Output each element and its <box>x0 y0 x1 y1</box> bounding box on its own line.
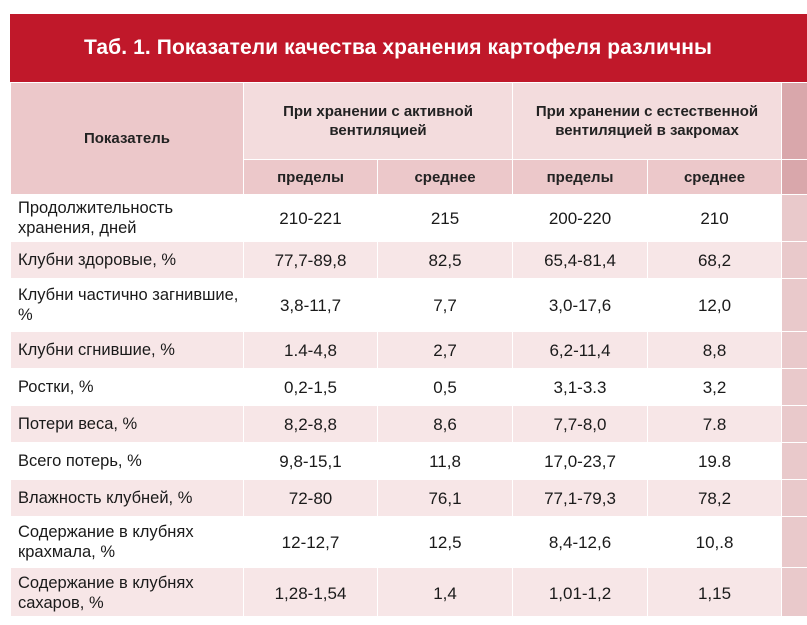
cut-cell <box>781 241 807 279</box>
natural-average-cell: 7.8 <box>647 405 783 443</box>
active-limits-cell: 1.4-4,8 <box>243 331 378 369</box>
natural-limits-cell: 6,2-11,4 <box>512 331 649 369</box>
header-cut-cell <box>781 82 807 160</box>
active-average-cell: 12,5 <box>376 516 514 568</box>
cut-cell <box>781 516 807 568</box>
table-row: Потери веса, % 8,2-8,8 8,6 7,7-8,0 7.8 <box>10 405 807 443</box>
table-row: Ростки, % 0,2-1,5 0,5 3,1-3.3 3,2 <box>10 368 807 406</box>
row-label: Всего потерь, % <box>10 442 244 480</box>
header-row-sub: пределы среднее пределы среднее <box>11 159 807 195</box>
row-label: Клубни сгнившие, % <box>10 331 244 369</box>
active-average-cell: 8,6 <box>376 405 514 443</box>
natural-limits-cell: 3,0-17,6 <box>512 278 649 332</box>
header-group-active: При хранении с активной вентиляцией <box>242 82 514 160</box>
natural-average-cell: 68,2 <box>647 241 783 279</box>
active-average-cell: 2,7 <box>376 331 514 369</box>
table-row: Клубни частично загнившие, % 3,8-11,7 7,7 3… <box>10 278 807 332</box>
active-limits-cell: 0,2-1,5 <box>243 368 378 406</box>
table-row: Клубни сгнившие, % 1.4-4,8 2,7 6,2-11,4 8,8 <box>10 331 807 369</box>
row-label: Влажность клубней, % <box>10 479 244 517</box>
natural-limits-cell: 65,4-81,4 <box>512 241 649 279</box>
header-indicator: Показатель <box>10 82 244 195</box>
natural-average-cell: 3,2 <box>647 368 783 406</box>
header-natural-average: среднее <box>647 159 783 195</box>
table-row: Клубни здоровые, % 77,7-89,8 82,5 65,4-81,4… <box>10 241 807 279</box>
row-label: Содержание в клубнях крахмала, % <box>10 516 244 568</box>
active-average-cell: 1,4 <box>376 567 514 616</box>
natural-average-cell: 1,15 <box>647 567 783 616</box>
natural-limits-cell: 1,01-1,2 <box>512 567 649 616</box>
active-limits-cell: 1,28-1,54 <box>243 567 378 616</box>
table-row: Влажность клубней, % 72-80 76,1 77,1-79,3 78… <box>10 479 807 517</box>
cut-cell <box>781 567 807 616</box>
quality-table-wrapper: Показатель При хранении с активной венти… <box>10 82 807 616</box>
table-row: Содержание в клубнях крахмала, % 12-12,7 1… <box>10 516 807 568</box>
header-cut-cell <box>781 159 807 195</box>
active-limits-cell: 8,2-8,8 <box>243 405 378 443</box>
cut-cell <box>781 331 807 369</box>
header-natural-limits: пределы <box>512 159 649 195</box>
quality-table: Показатель При хранении с активной венти… <box>10 82 807 616</box>
row-label: Продолжительность хранения, дней <box>10 194 244 242</box>
active-average-cell: 7,7 <box>376 278 514 332</box>
natural-limits-cell: 7,7-8,0 <box>512 405 649 443</box>
natural-limits-cell: 8,4-12,6 <box>512 516 649 568</box>
table-row: Всего потерь, % 9,8-15,1 11,8 17,0-23,7 19.8 <box>10 442 807 480</box>
header-active-limits: пределы <box>243 159 378 195</box>
table-row: Содержание в клубнях сахаров, % 1,28-1,54… <box>10 567 807 616</box>
active-limits-cell: 12-12,7 <box>243 516 378 568</box>
row-label: Ростки, % <box>10 368 244 406</box>
natural-average-cell: 8,8 <box>647 331 783 369</box>
header-active-average: среднее <box>376 159 514 195</box>
natural-limits-cell: 200-220 <box>512 194 649 242</box>
header-group-natural: При хранении с естественной вентиляцией … <box>512 82 783 160</box>
active-average-cell: 76,1 <box>376 479 514 517</box>
natural-average-cell: 210 <box>647 194 783 242</box>
cut-cell <box>781 368 807 406</box>
cut-cell <box>781 405 807 443</box>
cut-cell <box>781 194 807 242</box>
active-limits-cell: 72-80 <box>243 479 378 517</box>
active-average-cell: 82,5 <box>376 241 514 279</box>
table-row: Продолжительность хранения, дней 210-221 2… <box>10 194 807 242</box>
natural-average-cell: 78,2 <box>647 479 783 517</box>
cut-cell <box>781 442 807 480</box>
active-limits-cell: 77,7-89,8 <box>243 241 378 279</box>
natural-limits-cell: 17,0-23,7 <box>512 442 649 480</box>
active-limits-cell: 9,8-15,1 <box>243 442 378 480</box>
natural-average-cell: 12,0 <box>647 278 783 332</box>
header-row-groups: Показатель При хранении с активной венти… <box>10 82 807 195</box>
active-limits-cell: 3,8-11,7 <box>243 278 378 332</box>
row-label: Клубни частично загнившие, % <box>10 278 244 332</box>
natural-limits-cell: 77,1-79,3 <box>512 479 649 517</box>
active-limits-cell: 210-221 <box>243 194 378 242</box>
table-title: Таб. 1. Показатели качества хранения кар… <box>84 36 713 59</box>
row-label: Клубни здоровые, % <box>10 241 244 279</box>
active-average-cell: 215 <box>376 194 514 242</box>
table-title-bar: Таб. 1. Показатели качества хранения кар… <box>10 14 807 82</box>
active-average-cell: 0,5 <box>376 368 514 406</box>
natural-limits-cell: 3,1-3.3 <box>512 368 649 406</box>
cut-cell <box>781 479 807 517</box>
row-label: Потери веса, % <box>10 405 244 443</box>
active-average-cell: 11,8 <box>376 442 514 480</box>
row-label: Содержание в клубнях сахаров, % <box>10 567 244 616</box>
natural-average-cell: 10,.8 <box>647 516 783 568</box>
natural-average-cell: 19.8 <box>647 442 783 480</box>
cut-cell <box>781 278 807 332</box>
